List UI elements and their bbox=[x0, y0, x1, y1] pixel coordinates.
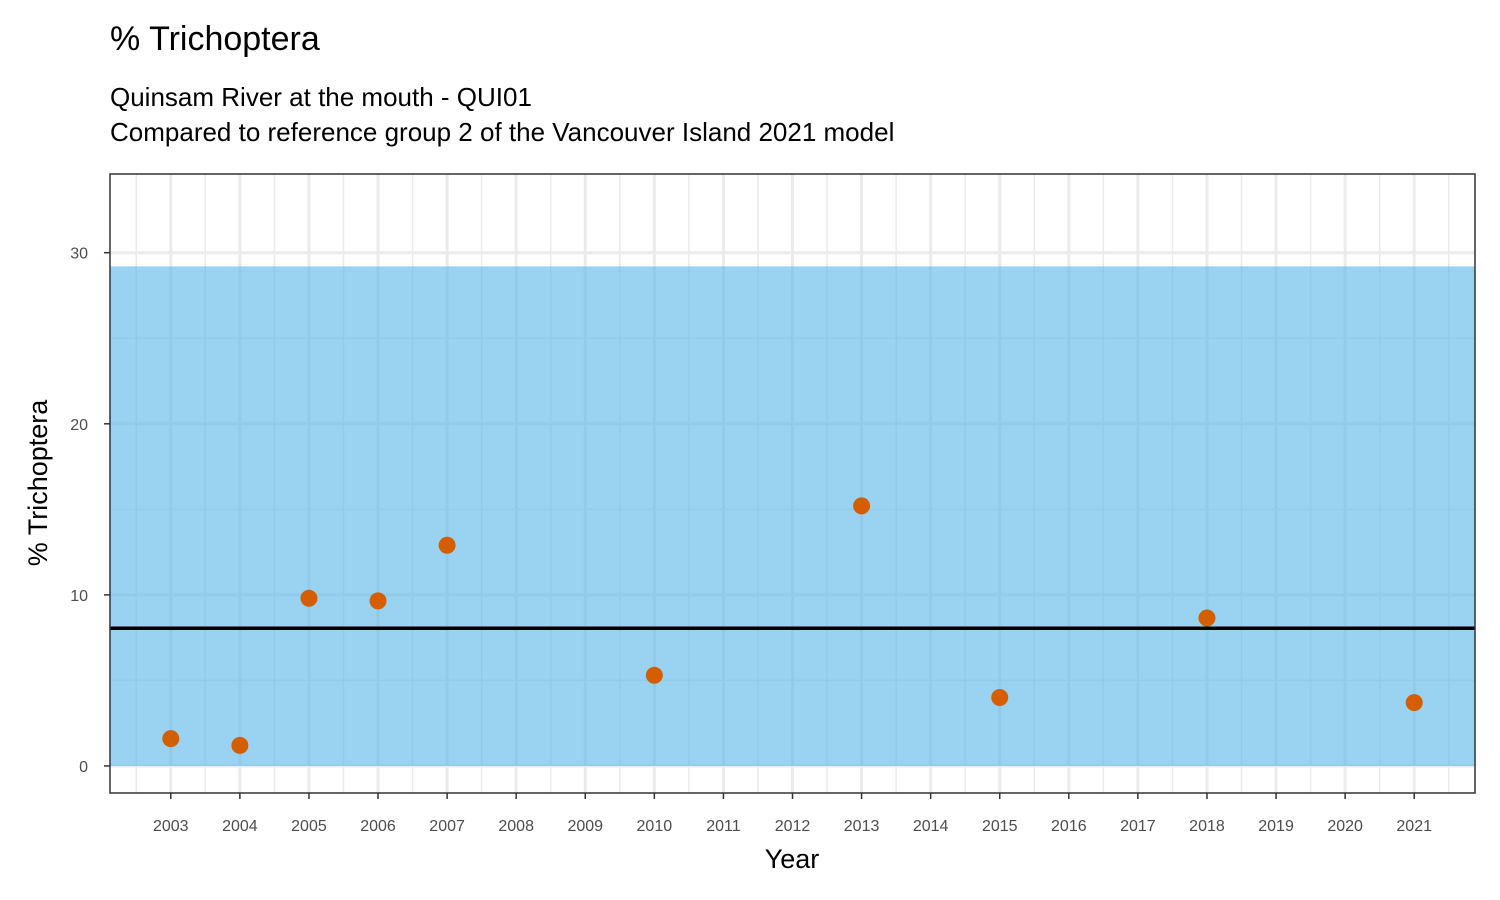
x-tick-label: 2019 bbox=[1258, 818, 1294, 835]
data-point bbox=[1405, 694, 1423, 712]
x-tick-label: 2004 bbox=[222, 818, 258, 835]
y-tick-label: 30 bbox=[70, 246, 88, 263]
x-tick-label: 2017 bbox=[1120, 818, 1156, 835]
y-axis-ticks: 0 10 20 30 bbox=[70, 246, 110, 776]
x-tick-label: 2014 bbox=[913, 818, 949, 835]
x-tick-label: 2018 bbox=[1189, 818, 1225, 835]
data-point bbox=[369, 592, 387, 610]
x-tick-label: 2009 bbox=[567, 818, 603, 835]
data-point bbox=[853, 497, 871, 515]
y-tick-label: 10 bbox=[70, 588, 88, 605]
x-tick-label: 2008 bbox=[498, 818, 534, 835]
x-tick-label: 2016 bbox=[1051, 818, 1087, 835]
x-tick-label: 2010 bbox=[637, 818, 673, 835]
chart-subtitle-line-2: Compared to reference group 2 of the Van… bbox=[110, 117, 895, 147]
chart-title: % Trichoptera bbox=[110, 20, 320, 58]
reference-band-group bbox=[110, 266, 1475, 766]
data-point bbox=[438, 536, 456, 554]
x-tick-label: 2013 bbox=[844, 818, 880, 835]
x-tick-label: 2011 bbox=[706, 818, 741, 835]
x-tick-label: 2021 bbox=[1396, 818, 1432, 835]
data-point bbox=[1198, 609, 1216, 627]
chart-subtitle-line-1: Quinsam River at the mouth - QUI01 bbox=[110, 82, 532, 112]
y-axis-label: % Trichoptera bbox=[23, 399, 53, 567]
y-tick-label: 0 bbox=[79, 759, 88, 776]
x-tick-label: 2003 bbox=[153, 818, 189, 835]
x-tick-label: 2006 bbox=[360, 818, 396, 835]
y-tick-label: 20 bbox=[70, 417, 88, 434]
data-point bbox=[300, 589, 318, 607]
x-tick-label: 2020 bbox=[1327, 818, 1363, 835]
x-tick-label: 2007 bbox=[429, 818, 465, 835]
data-point bbox=[645, 666, 663, 684]
x-axis-label: Year bbox=[765, 844, 820, 874]
data-point bbox=[162, 730, 180, 748]
x-axis-ticks: 2003 2004 2005 2006 2007 2008 2009 2010 2011 2012… bbox=[153, 793, 1432, 835]
x-tick-label: 2012 bbox=[775, 818, 811, 835]
data-point bbox=[991, 689, 1009, 707]
reference-band bbox=[110, 266, 1475, 766]
x-tick-label: 2015 bbox=[982, 818, 1018, 835]
x-tick-label: 2005 bbox=[291, 818, 327, 835]
data-point bbox=[231, 736, 249, 754]
data-points bbox=[162, 497, 1423, 754]
